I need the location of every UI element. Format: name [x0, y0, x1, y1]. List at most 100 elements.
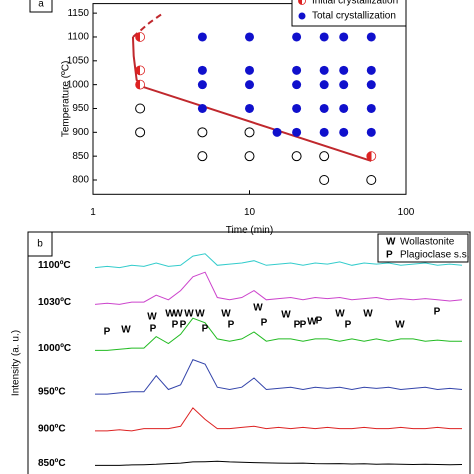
- peak-label: W: [281, 310, 291, 321]
- y-tick-label: 950: [72, 103, 89, 114]
- data-point: [135, 32, 146, 42]
- data-point: [366, 80, 376, 90]
- series-label: 900ºC: [38, 424, 66, 435]
- data-point: [245, 32, 254, 42]
- data-point: [245, 65, 254, 75]
- series-label: 950ºC: [38, 387, 66, 398]
- peak-label: W: [147, 312, 157, 323]
- data-point: [319, 32, 329, 42]
- curve: [131, 36, 372, 162]
- data-point: [339, 65, 349, 75]
- legend-marker: [298, 12, 306, 20]
- spectrum-line: [94, 271, 463, 305]
- x-tick-label: 1: [90, 207, 96, 218]
- peak-label: W: [307, 317, 317, 328]
- data-point: [339, 103, 349, 113]
- data-point: [197, 32, 207, 42]
- panel-label-box: [27, 231, 53, 257]
- data-point: [366, 103, 376, 113]
- spectrum-line: [94, 253, 463, 269]
- legend-box: [377, 233, 469, 263]
- data-point: [197, 127, 208, 138]
- legend-box: [291, 0, 407, 27]
- legend-marker: [298, 0, 306, 5]
- peak-label: W: [221, 309, 231, 320]
- peak-label: P: [180, 320, 187, 331]
- peak-label: P: [104, 327, 111, 338]
- curve-dashed: [132, 12, 164, 38]
- y-axis-label: Temperature (ºC): [61, 61, 72, 137]
- panel-label: a: [38, 0, 44, 10]
- data-point: [292, 103, 302, 113]
- y-tick-label: 1100: [67, 32, 89, 43]
- series-label: 850ºC: [38, 458, 66, 469]
- data-point: [245, 80, 254, 90]
- data-point: [291, 151, 302, 162]
- y-tick-label: 850: [72, 151, 89, 162]
- y-tick-label: 1050: [67, 55, 90, 66]
- data-point: [366, 127, 376, 137]
- data-point: [244, 127, 255, 138]
- data-point: [319, 103, 329, 113]
- peak-label: W: [395, 320, 405, 331]
- series-label: 1000ºC: [38, 343, 71, 354]
- data-point: [197, 65, 207, 75]
- legend-label: Plagioclase s.s.: [400, 250, 469, 261]
- legend-label: Wollastonite: [400, 237, 455, 248]
- data-point: [339, 80, 349, 90]
- x-tick-label: 100: [398, 207, 415, 218]
- y-tick-label: 900: [72, 127, 89, 138]
- x-axis-label: Time (min): [226, 225, 273, 236]
- peak-label: P: [172, 320, 179, 331]
- peak-label: P: [150, 324, 157, 335]
- y-tick-label: 1000: [67, 79, 90, 90]
- data-point: [197, 103, 207, 113]
- data-point: [135, 65, 146, 76]
- data-point: [366, 174, 377, 185]
- peak-label: W: [121, 325, 131, 336]
- data-point: [292, 80, 302, 90]
- data-point: [197, 151, 208, 162]
- peak-label: W: [173, 309, 183, 320]
- peak-label: P: [261, 318, 268, 329]
- peak-label: P: [294, 320, 301, 331]
- spectrum-line: [95, 358, 463, 395]
- data-point: [366, 32, 376, 42]
- data-point: [245, 103, 254, 113]
- peak-label: W: [165, 309, 175, 320]
- data-point: [292, 127, 302, 137]
- data-point: [366, 65, 376, 75]
- data-point: [244, 151, 255, 162]
- data-point: [339, 127, 349, 137]
- peak-label: W: [363, 309, 373, 320]
- data-point: [197, 80, 207, 90]
- peak-label: W: [335, 309, 345, 320]
- data-point: [135, 103, 146, 114]
- y-tick-label: 1150: [67, 8, 89, 19]
- peak-label: W: [195, 309, 205, 320]
- data-point: [339, 32, 349, 42]
- panel-label-box: [29, 0, 53, 13]
- data-point: [319, 80, 329, 90]
- data-point: [319, 127, 329, 137]
- data-point: [292, 32, 302, 42]
- data-point: [272, 127, 282, 137]
- peak-label: P: [316, 316, 323, 327]
- series-label: 1100ºC: [38, 260, 71, 271]
- data-point: [135, 127, 146, 138]
- spectrum-line: [95, 317, 462, 351]
- data-point: [292, 65, 302, 75]
- plot-frame: [27, 231, 471, 474]
- legend-label: Initial crystallization: [312, 0, 398, 7]
- panel-label: b: [37, 239, 43, 250]
- data-point: [366, 151, 377, 162]
- data-point: [319, 151, 330, 162]
- data-point: [135, 79, 146, 90]
- peak-label: P: [300, 320, 307, 331]
- legend-symbol: P: [386, 250, 393, 261]
- legend-symbol: W: [386, 237, 396, 248]
- y-axis-label: Intensity (a. u.): [11, 330, 22, 396]
- series-label: 1030ºC: [38, 297, 71, 308]
